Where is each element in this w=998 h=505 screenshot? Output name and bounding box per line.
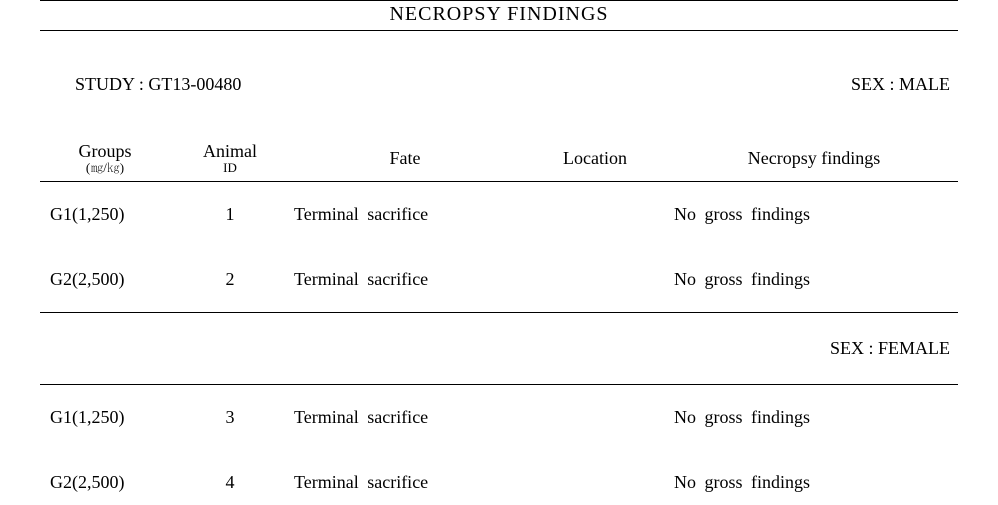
- cell-group: G1(1,250): [40, 384, 170, 450]
- table-row: G1(1,250) 1 Terminal sacrifice No gross …: [40, 181, 958, 247]
- sex-field: SEX : MALE: [824, 53, 950, 116]
- sex-value-female: FEMALE: [878, 338, 950, 358]
- col-header-fate: Fate: [290, 138, 520, 181]
- cell-animal-id: 2: [170, 247, 290, 313]
- cell-location: [520, 384, 670, 450]
- study-field: STUDY : GT13-00480: [48, 53, 241, 116]
- cell-location: [520, 247, 670, 313]
- col-header-groups: Groups (㎎/㎏): [40, 138, 170, 181]
- col-header-groups-main: Groups: [44, 142, 166, 161]
- meta-row: STUDY : GT13-00480 SEX : MALE: [40, 31, 958, 138]
- cell-location: [520, 181, 670, 247]
- study-value: GT13-00480: [148, 74, 241, 94]
- cell-findings: No gross findings: [670, 450, 958, 505]
- col-header-location: Location: [520, 138, 670, 181]
- sex-label: SEX :: [830, 338, 874, 358]
- cell-location: [520, 450, 670, 505]
- title-bar: NECROPSY FINDINGS: [40, 0, 958, 31]
- table-row: G2(2,500) 2 Terminal sacrifice No gross …: [40, 247, 958, 313]
- cell-group: G2(2,500): [40, 450, 170, 505]
- col-header-location-main: Location: [524, 149, 666, 168]
- col-header-findings: Necropsy findings: [670, 138, 958, 181]
- cell-group: G2(2,500): [40, 247, 170, 313]
- cell-findings: No gross findings: [670, 181, 958, 247]
- cell-findings: No gross findings: [670, 384, 958, 450]
- page-title: NECROPSY FINDINGS: [389, 3, 608, 25]
- cell-animal-id: 4: [170, 450, 290, 505]
- study-label: STUDY :: [75, 74, 144, 94]
- col-header-animal-sub: ID: [174, 161, 286, 175]
- table-row: G1(1,250) 3 Terminal sacrifice No gross …: [40, 384, 958, 450]
- sex-divider-row: SEX : FEMALE: [40, 312, 958, 384]
- cell-animal-id: 1: [170, 181, 290, 247]
- cell-fate: Terminal sacrifice: [290, 384, 520, 450]
- cell-fate: Terminal sacrifice: [290, 181, 520, 247]
- cell-fate: Terminal sacrifice: [290, 247, 520, 313]
- col-header-animal: Animal ID: [170, 138, 290, 181]
- col-header-groups-sub: (㎎/㎏): [44, 161, 166, 175]
- cell-animal-id: 3: [170, 384, 290, 450]
- col-header-findings-main: Necropsy findings: [674, 149, 954, 168]
- cell-fate: Terminal sacrifice: [290, 450, 520, 505]
- table-row: G2(2,500) 4 Terminal sacrifice No gross …: [40, 450, 958, 505]
- cell-findings: No gross findings: [670, 247, 958, 313]
- col-header-fate-main: Fate: [294, 149, 516, 168]
- necropsy-findings-table: NECROPSY FINDINGS STUDY : GT13-00480 SEX…: [0, 0, 998, 505]
- sex-value-male: MALE: [899, 74, 950, 94]
- table-header: Groups (㎎/㎏) Animal ID Fate Location Nec…: [40, 138, 958, 181]
- sex-label: SEX :: [851, 74, 895, 94]
- col-header-animal-main: Animal: [174, 142, 286, 161]
- findings-table: Groups (㎎/㎏) Animal ID Fate Location Nec…: [40, 138, 958, 505]
- cell-group: G1(1,250): [40, 181, 170, 247]
